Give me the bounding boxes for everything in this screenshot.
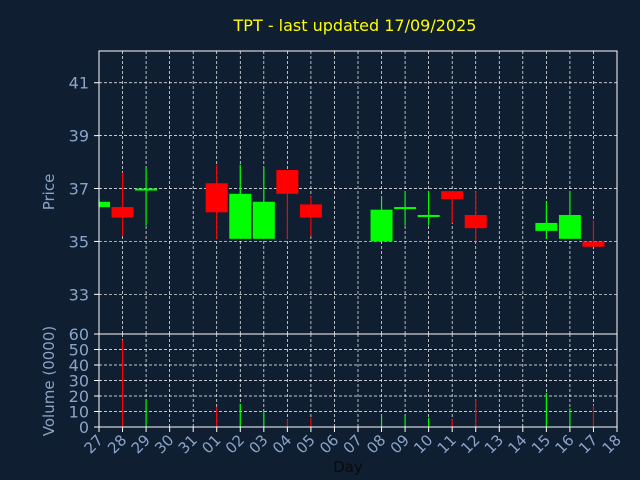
candle: [98, 199, 110, 208]
x-tick-label: 18: [599, 431, 625, 457]
price-tick-label: 41: [69, 74, 89, 93]
x-tick-label: 06: [316, 431, 342, 457]
candle: [370, 196, 393, 242]
candle: [276, 170, 299, 239]
candle-body: [135, 188, 158, 191]
candle: [111, 172, 134, 237]
candle-body: [558, 214, 581, 239]
chart-title: TPT - last updated 17/09/2025: [233, 16, 477, 35]
candle: [135, 167, 158, 226]
x-tick-label: 09: [387, 431, 413, 457]
candle-body: [394, 207, 417, 210]
candle-body: [99, 201, 110, 208]
volume-tick-label: 0: [79, 418, 89, 437]
candle-body: [252, 201, 275, 239]
candle: [535, 201, 558, 239]
candle-body: [205, 183, 228, 213]
candle-body: [299, 204, 322, 218]
candle: [394, 191, 417, 226]
price-tick-label: 39: [69, 127, 89, 146]
volume-tick-label: 30: [69, 372, 89, 391]
x-tick-label: 12: [457, 431, 483, 457]
price-tick-label: 37: [69, 180, 89, 199]
x-tick-label: 08: [363, 431, 389, 457]
candle: [229, 164, 252, 239]
candle-body: [229, 193, 252, 239]
x-tick-label: 13: [481, 431, 507, 457]
x-tick-label: 10: [410, 431, 436, 457]
volume-tick-label: 60: [69, 325, 89, 344]
volume-tick-label: 40: [69, 356, 89, 375]
x-tick-label: 28: [104, 431, 130, 457]
candlesticks: [98, 164, 605, 247]
x-axis-label: Day: [333, 458, 363, 476]
x-tick-label: 17: [575, 431, 601, 457]
volume-bars: [121, 340, 595, 427]
candle: [464, 191, 487, 242]
x-tick-label: 14: [504, 431, 530, 457]
candle: [205, 164, 228, 239]
x-tick-label: 01: [198, 431, 224, 457]
candle-body: [441, 191, 464, 200]
volume-panel-frame: [98, 333, 618, 428]
candle: [582, 220, 605, 247]
price-tick-label: 35: [69, 232, 89, 251]
candle-body: [417, 214, 440, 217]
x-tick-label: 16: [552, 431, 578, 457]
x-tick-label: 03: [245, 431, 271, 457]
candle-body: [370, 209, 393, 242]
candle: [558, 191, 581, 239]
candle-body: [276, 170, 299, 194]
x-tick-label: 04: [269, 431, 295, 457]
volume-tick-label: 20: [69, 387, 89, 406]
grid-lines: [98, 51, 618, 428]
x-tick-label: 29: [128, 431, 154, 457]
candle-body: [535, 222, 558, 231]
candle: [417, 191, 440, 226]
candle-body: [582, 241, 605, 247]
x-tick-labels: 2728293031010203040506070809101112131415…: [81, 427, 625, 457]
candle-body: [111, 207, 134, 218]
volume-tick-label: 50: [69, 341, 89, 360]
x-tick-label: 07: [340, 431, 366, 457]
candle: [441, 191, 464, 223]
volume-axis-label: Volume (0000): [40, 326, 58, 436]
volume-tick-label: 10: [69, 403, 89, 422]
price-tick-label: 33: [69, 285, 89, 304]
x-tick-label: 02: [222, 431, 248, 457]
candle: [299, 196, 322, 237]
x-tick-label: 11: [434, 431, 460, 457]
candle: [252, 167, 275, 239]
x-tick-label: 15: [528, 431, 554, 457]
x-tick-label: 30: [151, 431, 177, 457]
x-tick-label: 05: [293, 431, 319, 457]
price-axis-label: Price: [40, 174, 58, 211]
candle-body: [464, 214, 487, 229]
x-tick-label: 31: [175, 431, 201, 457]
